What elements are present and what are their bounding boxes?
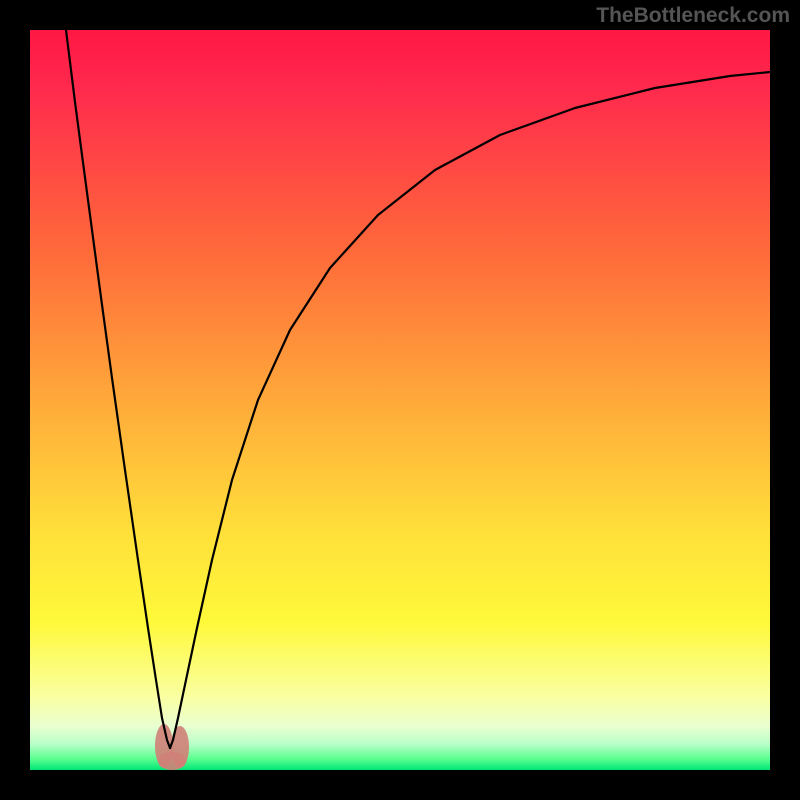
watermark-text: TheBottleneck.com bbox=[596, 4, 790, 28]
tongue-right-lobe bbox=[171, 726, 189, 768]
tongue-bridge bbox=[158, 752, 186, 770]
plot-area bbox=[30, 30, 770, 770]
tongue-shape bbox=[155, 724, 189, 770]
plot-svg bbox=[30, 30, 770, 770]
tongue-left-lobe bbox=[155, 724, 173, 768]
curve-right-branch bbox=[170, 72, 770, 748]
gradient-background bbox=[30, 30, 770, 770]
curve-left-branch bbox=[66, 30, 170, 748]
figure-root: TheBottleneck.com bbox=[0, 0, 800, 800]
